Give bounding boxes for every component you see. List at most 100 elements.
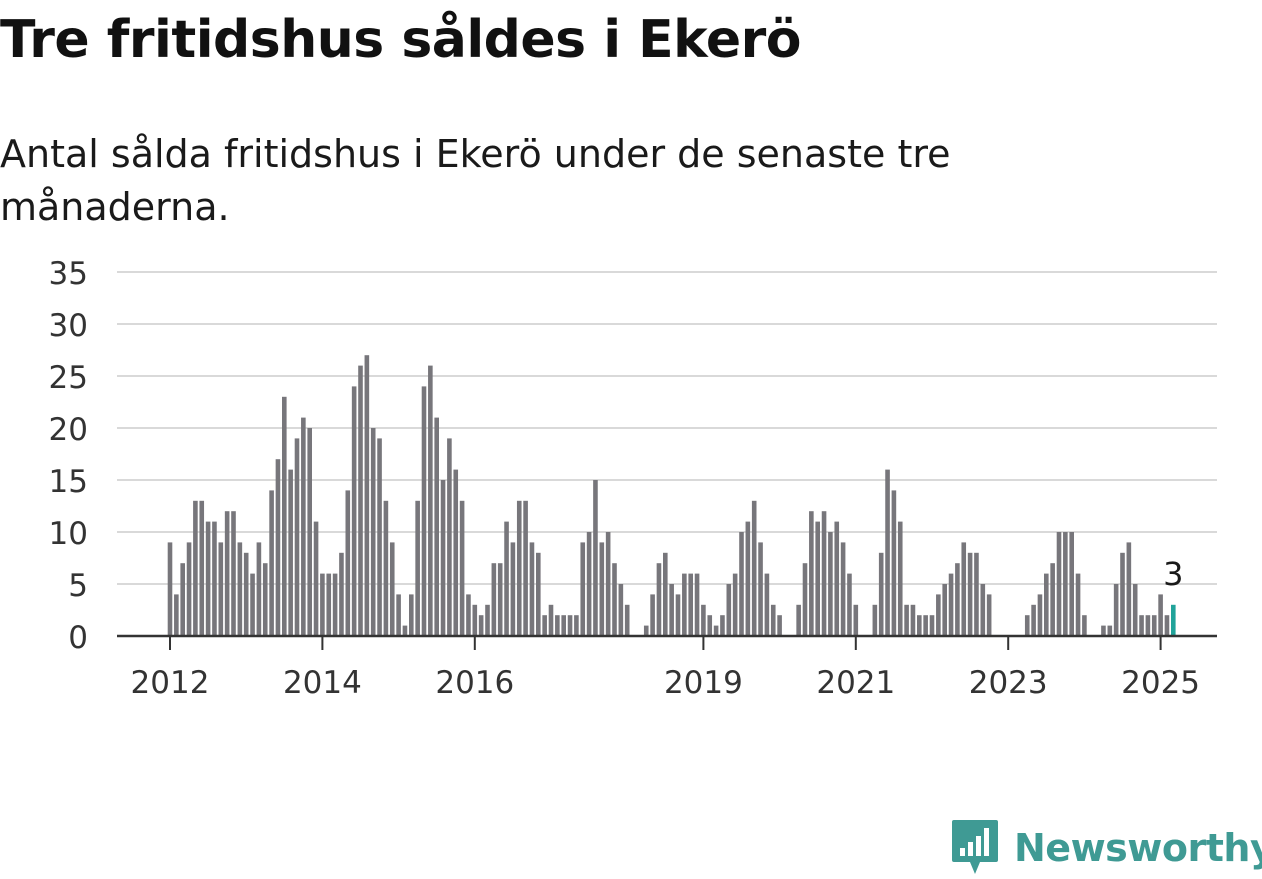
- bar: [370, 428, 376, 636]
- bar: [447, 438, 452, 636]
- bar: [383, 500, 389, 636]
- bar: [332, 573, 338, 636]
- bar: [828, 532, 833, 636]
- bar: [326, 573, 332, 636]
- x-tick-label: 2025: [1121, 665, 1200, 701]
- bar: [567, 615, 573, 636]
- bar: [891, 490, 897, 636]
- y-axis-labels: 0 5 10 15 20 25 30 35: [49, 256, 88, 656]
- bar: [409, 594, 414, 636]
- bar: [593, 480, 598, 636]
- bar: [516, 500, 522, 636]
- newsworthy-brand: Newsworthy: [950, 818, 1262, 878]
- bar: [1075, 573, 1081, 636]
- bar: [237, 542, 243, 636]
- bar: [555, 615, 560, 636]
- brand-name: Newsworthy: [1014, 826, 1262, 870]
- bar: [313, 521, 319, 636]
- bars: [167, 355, 1176, 636]
- x-tick-label: 2021: [816, 665, 895, 701]
- bar: [599, 542, 605, 636]
- bar: [726, 584, 732, 636]
- bar: [345, 490, 351, 636]
- bar: [250, 573, 255, 636]
- bar: [669, 584, 674, 636]
- bar: [231, 511, 236, 636]
- bar: [548, 604, 554, 636]
- bar: [707, 615, 713, 636]
- y-tick-label: 20: [49, 412, 88, 448]
- x-tick-label: 2014: [283, 665, 362, 701]
- x-tick-label: 2023: [969, 665, 1048, 701]
- bar: [1139, 615, 1144, 636]
- bar: [262, 563, 268, 636]
- bar: [1132, 584, 1138, 636]
- bar: [358, 365, 363, 636]
- bar: [504, 521, 509, 636]
- bar: [243, 552, 249, 636]
- bar: [529, 542, 535, 636]
- bar: [961, 542, 967, 636]
- chart-subtitle: Antal sålda fritidshus i Ekerö under de …: [0, 132, 951, 229]
- bar: [434, 417, 439, 636]
- bar: [320, 573, 325, 636]
- bar: [910, 604, 916, 636]
- bar: [459, 500, 465, 636]
- bar: [428, 365, 433, 636]
- bar: [478, 615, 484, 636]
- y-tick-label: 35: [49, 256, 88, 292]
- bar: [1158, 594, 1163, 636]
- bar: [1151, 615, 1157, 636]
- bar: [764, 573, 770, 636]
- bar: [948, 573, 954, 636]
- bar: [713, 625, 719, 636]
- bar: [466, 594, 471, 636]
- bar: [1069, 532, 1074, 636]
- bar: [815, 521, 820, 636]
- bar: [853, 604, 859, 636]
- bar: [1031, 604, 1036, 636]
- bar: [688, 573, 693, 636]
- bar: [1037, 594, 1043, 636]
- bar: [256, 542, 262, 636]
- bar: [167, 542, 173, 636]
- bar: [974, 552, 979, 636]
- y-tick-label: 15: [49, 464, 88, 500]
- bar: [872, 604, 878, 636]
- bar: [923, 615, 928, 636]
- bar: [720, 615, 725, 636]
- chart-title: Tre fritidshus såldes i Ekerö: [0, 10, 802, 70]
- bar: [897, 521, 903, 636]
- bar: [809, 511, 814, 636]
- bar: [1050, 563, 1055, 636]
- bar: [701, 604, 706, 636]
- bar: [472, 604, 478, 636]
- bar: [542, 615, 547, 636]
- bar: [612, 563, 617, 636]
- y-tick-label: 30: [49, 308, 88, 344]
- bar: [193, 500, 198, 636]
- bar: [282, 396, 287, 636]
- bar: [904, 604, 909, 636]
- bar: [580, 542, 586, 636]
- bar: [605, 532, 611, 636]
- bar: [212, 521, 217, 636]
- bar: [745, 521, 751, 636]
- bar: [180, 563, 185, 636]
- bar: [224, 511, 230, 636]
- bar: [351, 386, 357, 636]
- bar: [643, 625, 649, 636]
- bar: [624, 604, 630, 636]
- bar: [440, 480, 446, 636]
- bar: [663, 552, 668, 636]
- bar: [878, 552, 884, 636]
- bar: [389, 542, 395, 636]
- x-axis-labels: 2012 2014 2016 2019 2021 2023 2025: [131, 636, 1200, 701]
- bar: [942, 584, 947, 636]
- bar: [739, 532, 744, 636]
- bar: [777, 615, 782, 636]
- bar: [415, 500, 420, 636]
- bar: [1063, 532, 1068, 636]
- bar: [523, 500, 528, 636]
